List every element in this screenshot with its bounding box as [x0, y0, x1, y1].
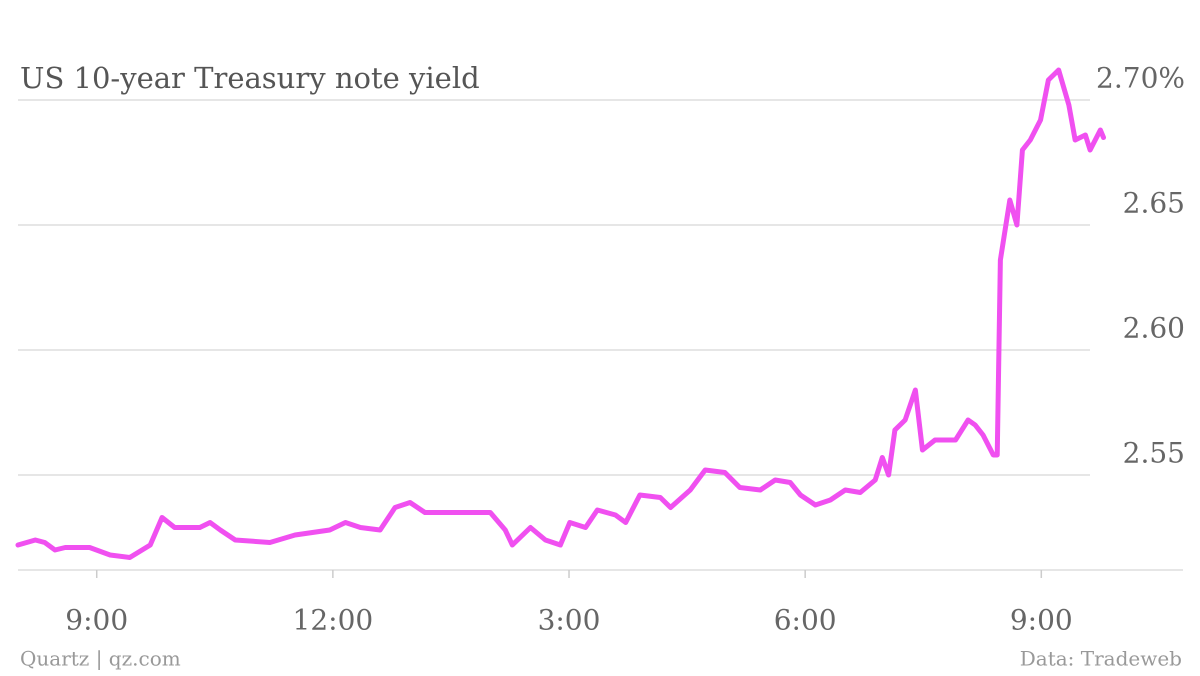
- y-tick-label: 2.65: [1123, 187, 1185, 220]
- x-tick-label: 3:00: [538, 604, 601, 637]
- x-tick-label: 6:00: [774, 604, 837, 637]
- credit: Data: Tradeweb: [1020, 647, 1182, 671]
- y-tick-label: 2.70%: [1096, 62, 1185, 95]
- y-tick-label: 2.60: [1123, 312, 1185, 345]
- chart-title: US 10-year Treasury note yield: [20, 61, 480, 95]
- x-tick-label: 12:00: [293, 604, 374, 637]
- y-tick-label: 2.55: [1123, 437, 1185, 470]
- x-tick-label: 9:00: [65, 604, 128, 637]
- line: [15, 67, 1106, 560]
- source: Quartz | qz.com: [20, 647, 181, 672]
- x-tick-label: 9:00: [1010, 604, 1073, 637]
